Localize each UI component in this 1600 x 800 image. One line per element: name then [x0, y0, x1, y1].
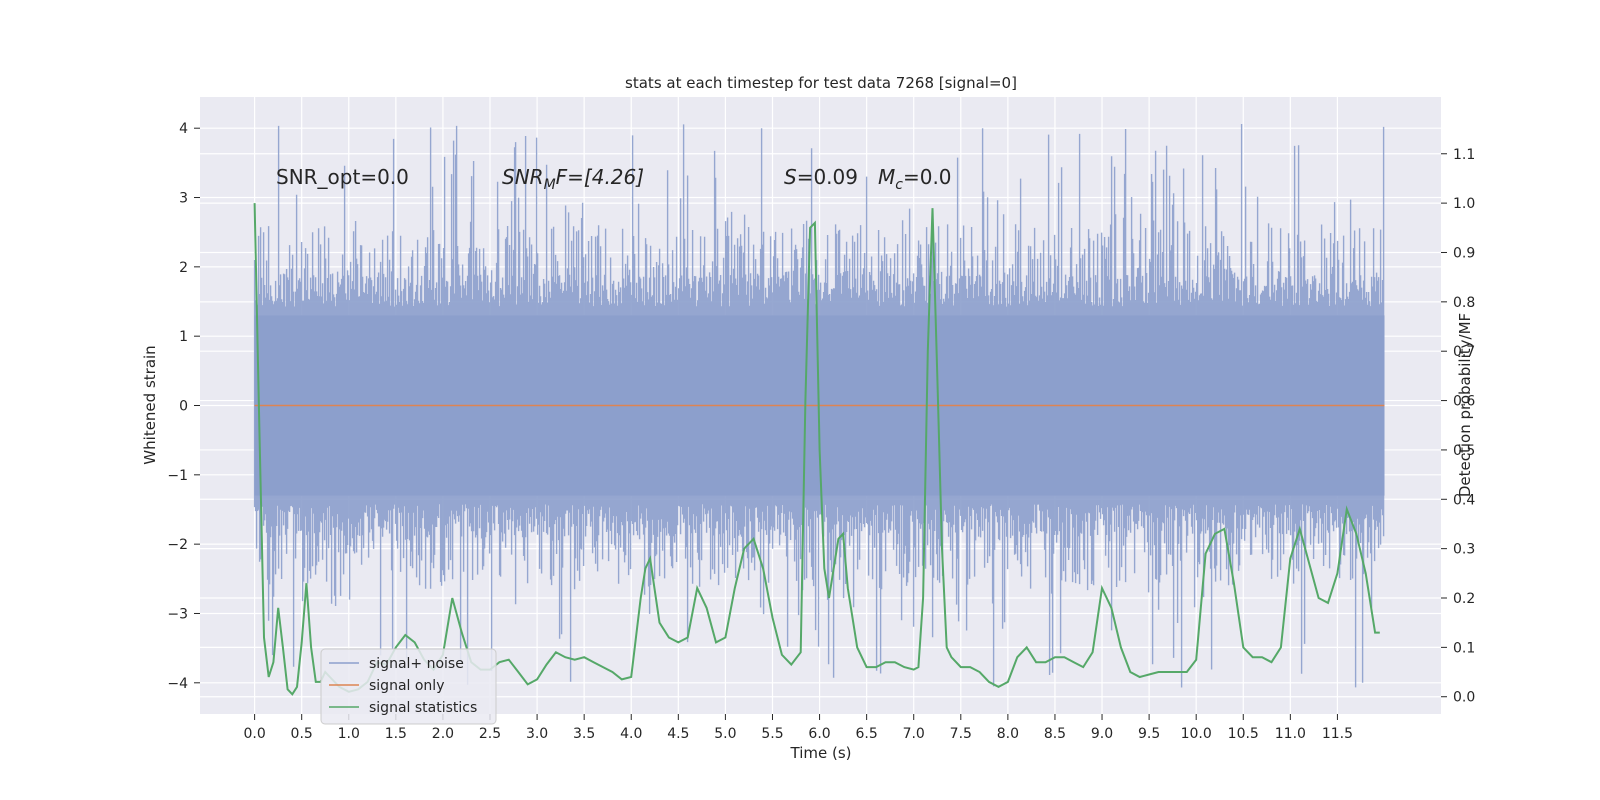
- x-axis-label: Time (s): [790, 744, 852, 762]
- y2-tick-label: 0.4: [1453, 492, 1475, 508]
- signal-statistics-line: [253, 203, 1380, 696]
- x-tick-label: 7.5: [950, 726, 972, 742]
- x-tick-label: 7.0: [903, 726, 925, 742]
- x-tick-label: 0.0: [243, 726, 265, 742]
- y-tick-label: −3: [167, 606, 188, 622]
- x-tick-label: 4.5: [667, 726, 689, 742]
- x-tick-label: 8.0: [997, 726, 1019, 742]
- x-tick-label: 3.0: [526, 726, 548, 742]
- annotation-mc: Mc=0.0: [878, 165, 952, 193]
- x-tick-label: 10.5: [1228, 726, 1259, 742]
- legend-label-signal-only: signal only: [369, 678, 444, 694]
- y2-tick-label: 0.7: [1453, 344, 1475, 360]
- y-axis-label: Whitened strain: [141, 345, 159, 464]
- x-tick-label: 6.5: [856, 726, 878, 742]
- annotation-s: S=0.09: [784, 165, 858, 189]
- legend: signal+ noise signal only signal statist…: [320, 648, 497, 725]
- x-tick-label: 9.0: [1091, 726, 1113, 742]
- x-tick-label: 8.5: [1044, 726, 1066, 742]
- legend-label-signal-plus-noise: signal+ noise: [369, 656, 464, 672]
- x-tick-label: 5.0: [714, 726, 736, 742]
- legend-box: [320, 648, 497, 725]
- x-tick-label: 11.5: [1322, 726, 1353, 742]
- x-tick-label: 1.5: [385, 726, 407, 742]
- x-tick-label: 5.5: [761, 726, 783, 742]
- y-tick-label: 0: [179, 399, 188, 415]
- x-tick-label: 1.0: [338, 726, 360, 742]
- y2-axis-label: Detection probability/MF: [1456, 313, 1474, 497]
- y2-tick-label: 0.1: [1453, 640, 1475, 656]
- y2-tick-label: 0.9: [1453, 245, 1475, 261]
- x-tick-label: 0.5: [291, 726, 313, 742]
- y-tick-label: 2: [179, 260, 188, 276]
- chart-title: stats at each timestep for test data 726…: [625, 74, 1017, 92]
- y-tick-label: −1: [167, 468, 188, 484]
- y2-tick-label: 0.3: [1453, 542, 1475, 558]
- y2-tick-label: 0.6: [1453, 394, 1475, 410]
- y2-tick-label: 0.0: [1453, 690, 1475, 706]
- y2-tick-label: 0.8: [1453, 295, 1475, 311]
- axis-ticks: 0.0 0.5 1.0 1.5 2.0 2.5 3.0 3.5 4.0 4.5 5.0 5.5 6.0 6…: [167, 121, 1475, 742]
- y-tick-label: 1: [179, 329, 188, 345]
- annotation-snr-opt: SNR_opt=0.0: [276, 165, 409, 189]
- x-tick-label: 2.0: [432, 726, 454, 742]
- x-tick-label: 9.5: [1138, 726, 1160, 742]
- x-tick-label: 6.0: [808, 726, 830, 742]
- x-tick-label: 2.5: [479, 726, 501, 742]
- y2-tick-label: 1.1: [1453, 147, 1475, 163]
- x-tick-label: 3.5: [573, 726, 595, 742]
- y-tick-label: −2: [167, 537, 188, 553]
- y-tick-label: 3: [179, 191, 188, 207]
- y2-tick-label: 1.0: [1453, 196, 1475, 212]
- y2-tick-label: 0.2: [1453, 591, 1475, 607]
- legend-label-signal-statistics: signal statistics: [369, 700, 477, 716]
- x-tick-label: 4.0: [620, 726, 642, 742]
- x-tick-label: 10.0: [1181, 726, 1212, 742]
- y-tick-label: 4: [179, 121, 188, 137]
- x-tick-label: 11.0: [1275, 726, 1306, 742]
- y2-tick-label: 0.5: [1453, 443, 1475, 459]
- annotation-snr-mf: SNRMF=[4.26]: [502, 165, 644, 193]
- y-tick-label: −4: [167, 676, 188, 692]
